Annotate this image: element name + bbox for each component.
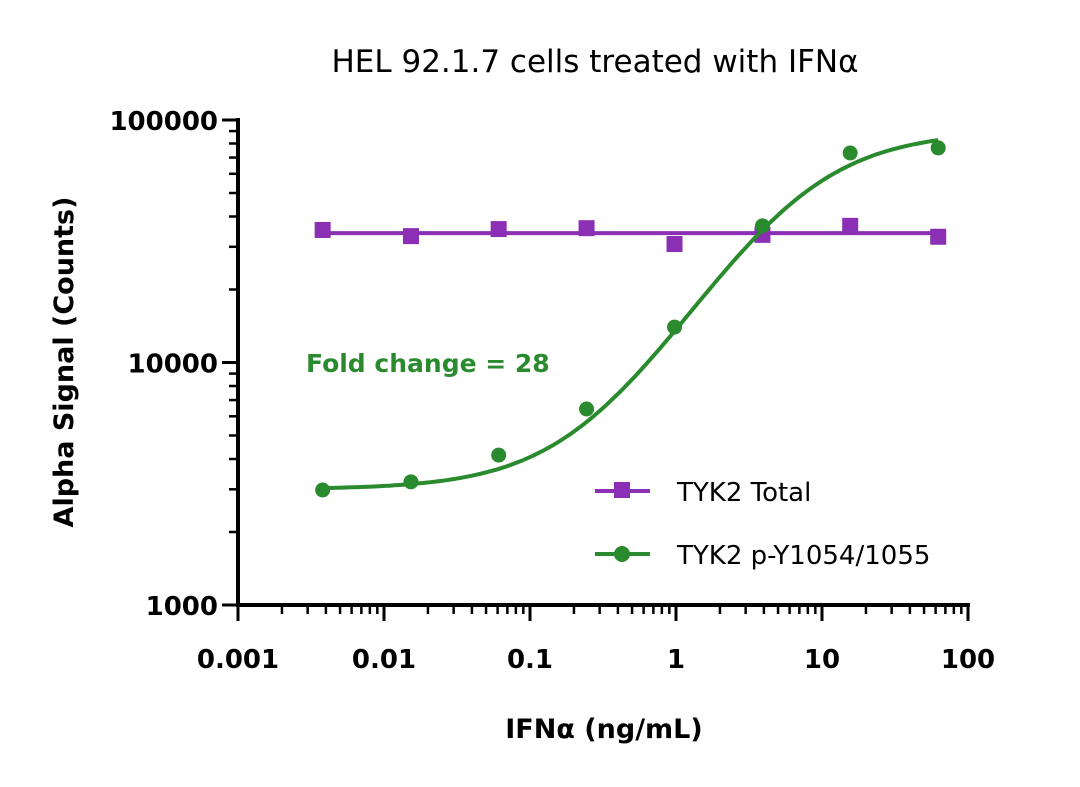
tyk2-phospho-point [842,145,858,161]
legend-label-tyk2-phospho: TYK2 p-Y1054/1055 [676,541,930,571]
x-tick-label: 10 [804,645,840,675]
tyk2-total-point [578,220,595,237]
legend-item-tyk2-phospho: TYK2 p-Y1054/1055 [595,541,930,571]
tyk2-phospho-point [754,218,770,234]
x-tick-label: 1 [667,645,685,675]
tyk2-phospho-fit-curve [322,138,939,491]
x-tick-label: 100 [941,645,995,675]
x-tick-label: 0.01 [352,645,416,675]
tyk2-phospho-point [491,447,507,463]
legend-label-tyk2-total: TYK2 Total [676,478,811,508]
legend-item-tyk2-total: TYK2 Total [595,478,811,508]
plot-area [314,138,947,498]
tyk2-total-point [314,221,331,238]
y-tick-label: 10000 [128,350,218,380]
y-tick-label: 100000 [109,107,218,137]
tyk2-total-point [490,221,507,238]
legend: TYK2 Total TYK2 p-Y1054/1055 [595,478,930,571]
tyk2-total-point [402,228,419,245]
fold-change-annotation: Fold change = 28 [306,349,550,378]
axes: 0.001 0.01 0.1 1 10 100 1000 10000 100000 [109,107,995,675]
x-tick-label: 0.1 [507,645,553,675]
legend-marker-square [614,482,630,498]
y-axis-label: Alpha Signal (Counts) [49,197,80,528]
tyk2-phospho-point [930,140,946,156]
tyk2-phospho-point [667,319,683,335]
tyk2-total-point [666,236,683,253]
x-tick-label: 0.001 [197,645,279,675]
tyk2-phospho-point [403,474,419,490]
tyk2-total-point [842,217,859,234]
x-axis-label: IFNα (ng/mL) [505,714,702,745]
tyk2-phospho-point [579,401,595,417]
y-tick-label: 1000 [146,592,218,622]
tyk2-phospho-point [315,482,331,498]
legend-marker-circle [614,546,630,562]
chart-title: HEL 92.1.7 cells treated with IFNα [331,44,858,80]
tyk2-total-point [930,228,947,245]
